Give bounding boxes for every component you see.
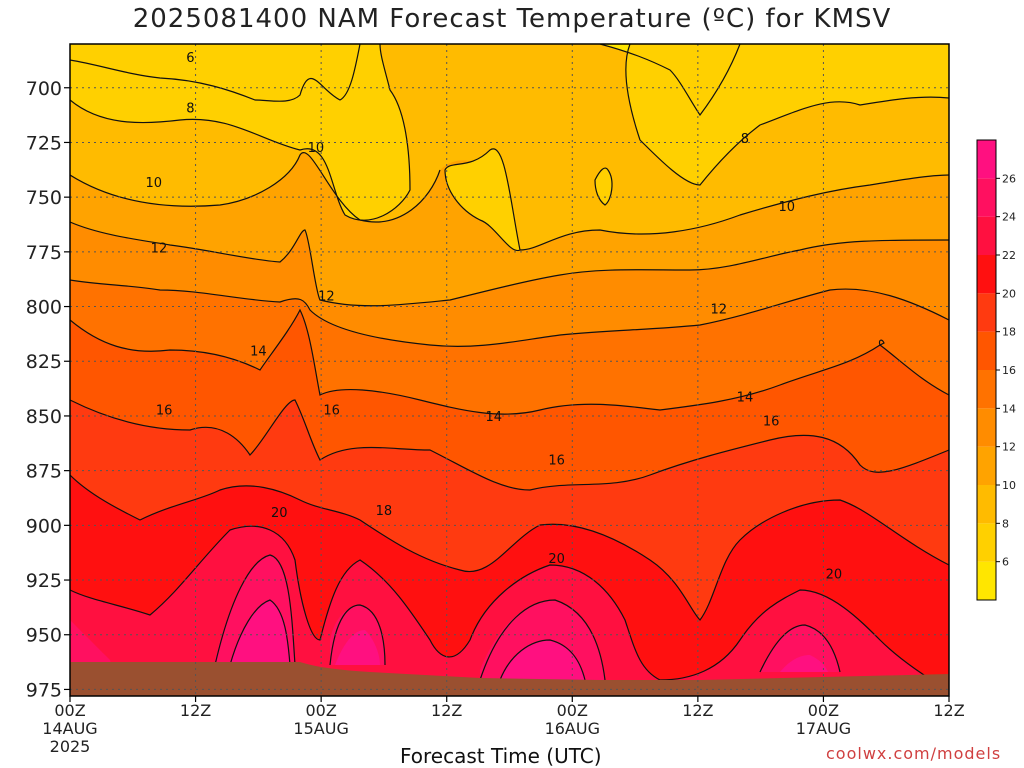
colorbar-label: 16 (1002, 364, 1016, 377)
x-tick-label: 12Z (431, 701, 462, 720)
contour-label: 20 (548, 552, 565, 567)
contour-label: 6 (186, 51, 194, 66)
contour-label: 10 (779, 200, 796, 215)
contour-label: 14 (486, 410, 503, 425)
colorbar-label: 12 (1002, 441, 1016, 454)
y-tick-label: 825 (26, 351, 62, 373)
y-tick-label: 725 (26, 132, 62, 154)
colorbar-label: 24 (1002, 211, 1016, 224)
colorbar-swatch (977, 485, 996, 524)
contour-label: 16 (323, 403, 340, 418)
colorbar-swatch (977, 255, 996, 294)
colorbar-swatch (977, 408, 996, 447)
x-tick-label: 12Z (180, 701, 211, 720)
credit-link[interactable]: coolwx.com/models (826, 744, 1002, 763)
contour-label: 14 (250, 344, 267, 359)
colorbar-label: 20 (1002, 287, 1016, 300)
x-tick-label: 12Z (933, 701, 964, 720)
colorbar-swatch (977, 216, 996, 255)
x-tick-label: 00Z (557, 701, 588, 720)
x-date-label: 17AUG (796, 719, 851, 738)
x-date-label: 2025 (50, 737, 91, 756)
colorbar-swatch (977, 293, 996, 332)
contour-label: 10 (308, 141, 325, 156)
y-tick-label: 700 (26, 78, 62, 100)
band-26-28 (230, 600, 828, 680)
x-tick-label: 00Z (305, 701, 336, 720)
x-tick-label: 00Z (808, 701, 839, 720)
colorbar-swatch (977, 140, 996, 179)
colorbar-swatch (977, 523, 996, 562)
x-date-label: 15AUG (293, 719, 348, 738)
contour-label: 12 (318, 290, 335, 305)
colorbar-label: 22 (1002, 249, 1016, 262)
x-tick-label: 12Z (682, 701, 713, 720)
colorbar-swatch (977, 331, 996, 370)
plot-frame (69, 43, 950, 697)
colorbar: 6 8 10 12 14 16 18 20 22 24 26 (976, 139, 1016, 601)
y-tick-label: 975 (26, 679, 62, 701)
contour-label: 16 (156, 403, 173, 418)
colorbar-label: 26 (1002, 172, 1016, 185)
contour-label: 10 (145, 176, 162, 191)
colorbar-swatch (977, 178, 996, 217)
y-tick-label: 950 (26, 625, 62, 647)
colorbar-label: 14 (1002, 402, 1016, 415)
colorbar-swatch (977, 561, 996, 600)
contour-label: 12 (151, 241, 168, 256)
contour-label: 8 (741, 132, 749, 147)
y-tick-label: 925 (26, 570, 62, 592)
band-6-8 (70, 44, 949, 251)
y-tick-label: 875 (26, 461, 62, 483)
contour-label: 14 (737, 390, 754, 405)
x-tick-label: 00Z (54, 701, 85, 720)
contour-label: 20 (271, 506, 288, 521)
y-tick-label: 900 (26, 515, 62, 537)
colorbar-swatch (977, 370, 996, 409)
contour-label: 16 (548, 454, 565, 469)
contour-label: 12 (711, 303, 728, 318)
contour-label: 8 (186, 101, 194, 116)
contour-label: 16 (763, 414, 780, 429)
x-date-label: 16AUG (545, 719, 600, 738)
contour-label: 18 (376, 504, 393, 519)
colorbar-label: 10 (1002, 479, 1016, 492)
x-date-label: 14AUG (42, 719, 97, 738)
x-axis-title: Forecast Time (UTC) (400, 744, 602, 768)
colorbar-label: 8 (1002, 517, 1009, 530)
y-tick-label: 800 (26, 297, 62, 319)
chart-title: 2025081400 NAM Forecast Temperature (ºC)… (132, 4, 892, 34)
contour-label: 20 (826, 567, 843, 582)
colorbar-label: 18 (1002, 326, 1016, 339)
colorbar-label: 6 (1002, 556, 1009, 569)
y-tick-label: 750 (26, 187, 62, 209)
y-tick-label: 850 (26, 406, 62, 428)
terrain (70, 662, 949, 696)
y-tick-label: 775 (26, 242, 62, 264)
colorbar-swatch (977, 446, 996, 485)
